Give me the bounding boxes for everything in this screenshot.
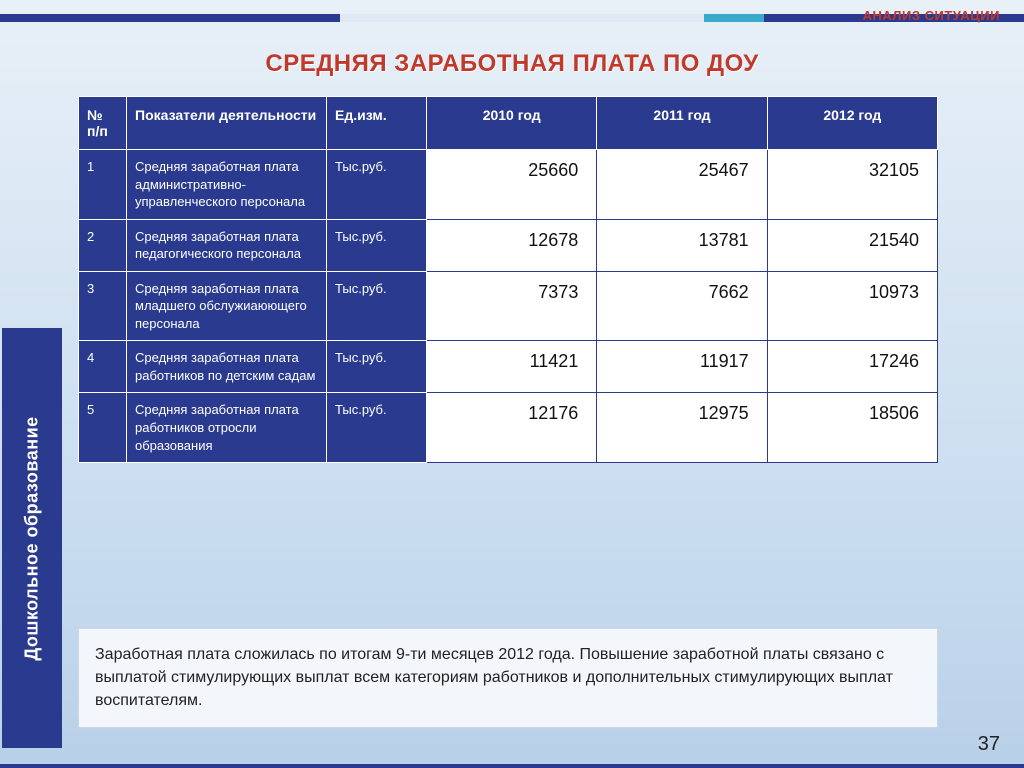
cell-2010: 12678 — [427, 219, 597, 271]
salary-table: № п/п Показатели деятельности Ед.изм. 20… — [78, 96, 938, 463]
cell-2012: 17246 — [767, 341, 937, 393]
accent-seg-dark — [0, 14, 340, 22]
page-number: 37 — [978, 733, 1000, 756]
col-2011: 2011 год — [597, 97, 767, 150]
slide-title: СРЕДНЯЯ ЗАРАБОТНАЯ ПЛАТА ПО ДОУ — [0, 50, 1024, 78]
section-label: АНАЛИЗ СИТУАЦИИ — [863, 8, 1000, 23]
cell-2012: 32105 — [767, 150, 937, 220]
col-desc: Показатели деятельности — [127, 97, 327, 150]
table-row: 4 Средняя заработная плата работников по… — [79, 341, 938, 393]
cell-idx: 4 — [79, 341, 127, 393]
cell-2011: 12975 — [597, 393, 767, 463]
cell-2011: 13781 — [597, 219, 767, 271]
table-row: 1 Средняя заработная плата административ… — [79, 150, 938, 220]
cell-idx: 5 — [79, 393, 127, 463]
accent-seg-light — [340, 14, 704, 22]
salary-table-container: № п/п Показатели деятельности Ед.изм. 20… — [78, 96, 938, 463]
cell-idx: 1 — [79, 150, 127, 220]
bottom-accent-rule — [0, 764, 1024, 768]
cell-desc: Средняя заработная плата работников по д… — [127, 341, 327, 393]
cell-desc: Средняя заработная плата педагогического… — [127, 219, 327, 271]
vertical-category-label: Дошкольное образование — [2, 328, 62, 748]
cell-2011: 25467 — [597, 150, 767, 220]
cell-unit: Тыс.руб. — [327, 341, 427, 393]
cell-2010: 7373 — [427, 271, 597, 341]
cell-unit: Тыс.руб. — [327, 393, 427, 463]
cell-2010: 11421 — [427, 341, 597, 393]
cell-2011: 11917 — [597, 341, 767, 393]
table-row: 5 Средняя заработная плата работников от… — [79, 393, 938, 463]
table-row: 2 Средняя заработная плата педагогическо… — [79, 219, 938, 271]
cell-2012: 10973 — [767, 271, 937, 341]
slide-root: АНАЛИЗ СИТУАЦИИ СРЕДНЯЯ ЗАРАБОТНАЯ ПЛАТА… — [0, 0, 1024, 768]
accent-seg-teal — [704, 14, 764, 22]
cell-desc: Средняя заработная плата административно… — [127, 150, 327, 220]
col-unit: Ед.изм. — [327, 97, 427, 150]
cell-2012: 18506 — [767, 393, 937, 463]
cell-2010: 12176 — [427, 393, 597, 463]
col-2010: 2010 год — [427, 97, 597, 150]
table-header-row: № п/п Показатели деятельности Ед.изм. 20… — [79, 97, 938, 150]
table-body: 1 Средняя заработная плата административ… — [79, 150, 938, 463]
cell-desc: Средняя заработная плата работников отро… — [127, 393, 327, 463]
cell-idx: 2 — [79, 219, 127, 271]
cell-unit: Тыс.руб. — [327, 271, 427, 341]
cell-unit: Тыс.руб. — [327, 219, 427, 271]
cell-2012: 21540 — [767, 219, 937, 271]
vertical-category-text: Дошкольное образование — [22, 416, 43, 660]
cell-unit: Тыс.руб. — [327, 150, 427, 220]
col-2012: 2012 год — [767, 97, 937, 150]
table-row: 3 Средняя заработная плата младшего обсл… — [79, 271, 938, 341]
cell-desc: Средняя заработная плата младшего обслуж… — [127, 271, 327, 341]
cell-2010: 25660 — [427, 150, 597, 220]
footnote-box: Заработная плата сложилась по итогам 9-т… — [78, 628, 938, 728]
cell-idx: 3 — [79, 271, 127, 341]
col-idx: № п/п — [79, 97, 127, 150]
cell-2011: 7662 — [597, 271, 767, 341]
